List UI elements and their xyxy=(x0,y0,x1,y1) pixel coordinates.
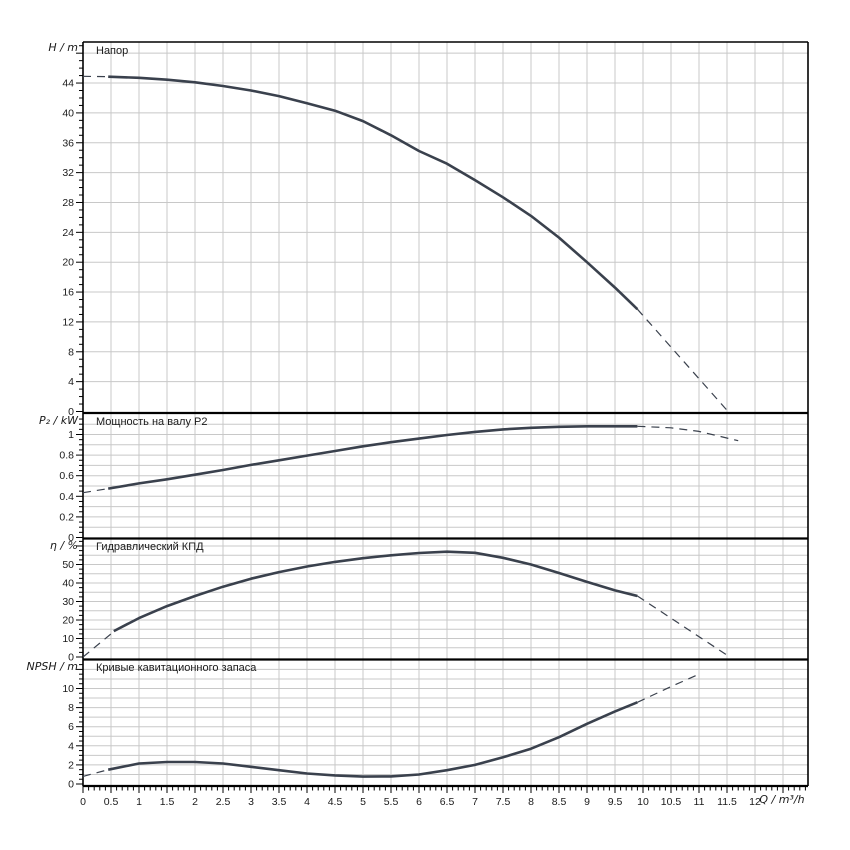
y-axis-title-npsh: NPSH / m xyxy=(26,660,78,673)
svg-text:10: 10 xyxy=(637,796,649,808)
panel-title-npsh: Кривые кавитационного запаса xyxy=(96,662,257,674)
svg-text:9: 9 xyxy=(584,796,590,808)
svg-text:10: 10 xyxy=(62,633,74,645)
y-axis-title-power: P₂ / kW xyxy=(39,414,78,427)
svg-text:2: 2 xyxy=(68,759,74,771)
head-head-dashed-right xyxy=(636,308,729,412)
panel-title-head: Напор xyxy=(96,45,129,57)
svg-text:0: 0 xyxy=(68,652,74,664)
power-y-ticks: 0 0.2 0.4 0.6 0.8 1 xyxy=(59,418,83,544)
efficiency-efficiency-dashed-right xyxy=(637,595,731,658)
svg-text:8: 8 xyxy=(528,796,534,808)
svg-text:11.5: 11.5 xyxy=(717,796,737,808)
svg-text:0: 0 xyxy=(68,779,74,791)
efficiency-y-ticks: 0 10 20 30 40 50 xyxy=(62,540,83,664)
svg-text:0.6: 0.6 xyxy=(59,470,74,482)
svg-text:4: 4 xyxy=(68,376,74,388)
power-curve xyxy=(82,424,739,494)
npsh-npsh-dashed-right xyxy=(637,673,700,703)
y-axis-title-efficiency: η / % xyxy=(49,539,78,552)
svg-text:5.5: 5.5 xyxy=(384,796,399,808)
svg-text:1: 1 xyxy=(136,796,142,808)
svg-text:24: 24 xyxy=(62,227,74,239)
power-power-dashed-left xyxy=(82,488,109,494)
svg-text:0: 0 xyxy=(80,796,86,808)
svg-text:10: 10 xyxy=(62,683,74,695)
svg-text:4.5: 4.5 xyxy=(328,796,343,808)
svg-text:0.2: 0.2 xyxy=(59,511,74,523)
power-power-solid xyxy=(107,424,638,490)
svg-text:8.5: 8.5 xyxy=(552,796,567,808)
svg-text:8: 8 xyxy=(68,346,74,358)
efficiency-curve xyxy=(82,550,731,658)
svg-text:2: 2 xyxy=(192,796,198,808)
svg-text:50: 50 xyxy=(62,559,74,571)
svg-text:20: 20 xyxy=(62,615,74,627)
npsh-npsh-solid xyxy=(107,701,638,778)
svg-text:6.5: 6.5 xyxy=(440,796,455,808)
efficiency-efficiency-dashed-left xyxy=(82,633,112,658)
x-axis-ticks: 0 0.5 1 1.5 2 2.5 3 3.5 4 4.5 5 5.5 6 6.5 7 7.5 8 8.5 9 9.5… xyxy=(80,786,806,808)
svg-text:0.5: 0.5 xyxy=(104,796,119,808)
svg-text:0: 0 xyxy=(68,406,74,418)
svg-text:1.5: 1.5 xyxy=(160,796,175,808)
svg-text:36: 36 xyxy=(62,137,74,149)
npsh-y-ticks: 0 2 4 6 8 10 xyxy=(62,664,83,791)
svg-text:9.5: 9.5 xyxy=(608,796,623,808)
svg-text:8: 8 xyxy=(68,702,74,714)
panel-frames xyxy=(82,41,809,788)
panel-title-efficiency: Гидравлический КПД xyxy=(96,541,204,553)
svg-text:12: 12 xyxy=(62,316,74,328)
svg-text:40: 40 xyxy=(62,107,74,119)
svg-text:6: 6 xyxy=(416,796,422,808)
y-axis-title-head: H / m xyxy=(48,41,78,54)
svg-text:6: 6 xyxy=(68,721,74,733)
svg-text:16: 16 xyxy=(62,287,74,299)
head-y-ticks: 0 4 8 12 16 20 24 28 32 36 40 44 xyxy=(62,45,83,418)
svg-text:28: 28 xyxy=(62,197,74,209)
svg-text:40: 40 xyxy=(62,578,74,590)
efficiency-efficiency-solid xyxy=(113,550,638,633)
panel-title-power: Мощность на валу P2 xyxy=(96,416,208,428)
svg-text:12: 12 xyxy=(749,796,761,808)
svg-text:32: 32 xyxy=(62,167,74,179)
svg-text:11: 11 xyxy=(694,796,705,808)
svg-text:0.4: 0.4 xyxy=(59,491,74,503)
svg-text:7: 7 xyxy=(472,796,478,808)
svg-text:3: 3 xyxy=(248,796,254,808)
head-head-solid xyxy=(108,75,639,311)
power-power-dashed-right xyxy=(637,425,739,442)
npsh-npsh-dashed-left xyxy=(82,769,109,777)
svg-text:1: 1 xyxy=(68,429,74,441)
svg-text:5: 5 xyxy=(360,796,366,808)
svg-text:0: 0 xyxy=(68,532,74,544)
npsh-curve xyxy=(82,673,700,778)
svg-text:4: 4 xyxy=(68,740,74,752)
head-curve xyxy=(82,75,729,412)
svg-text:20: 20 xyxy=(62,257,74,269)
x-axis-title: Q / m³/h xyxy=(759,793,805,806)
svg-text:4: 4 xyxy=(304,796,310,808)
svg-text:2.5: 2.5 xyxy=(216,796,231,808)
svg-text:3.5: 3.5 xyxy=(272,796,287,808)
svg-text:7.5: 7.5 xyxy=(496,796,511,808)
svg-text:30: 30 xyxy=(62,596,74,608)
svg-text:10.5: 10.5 xyxy=(661,796,682,808)
svg-text:0.8: 0.8 xyxy=(59,450,74,462)
svg-text:44: 44 xyxy=(62,78,74,90)
